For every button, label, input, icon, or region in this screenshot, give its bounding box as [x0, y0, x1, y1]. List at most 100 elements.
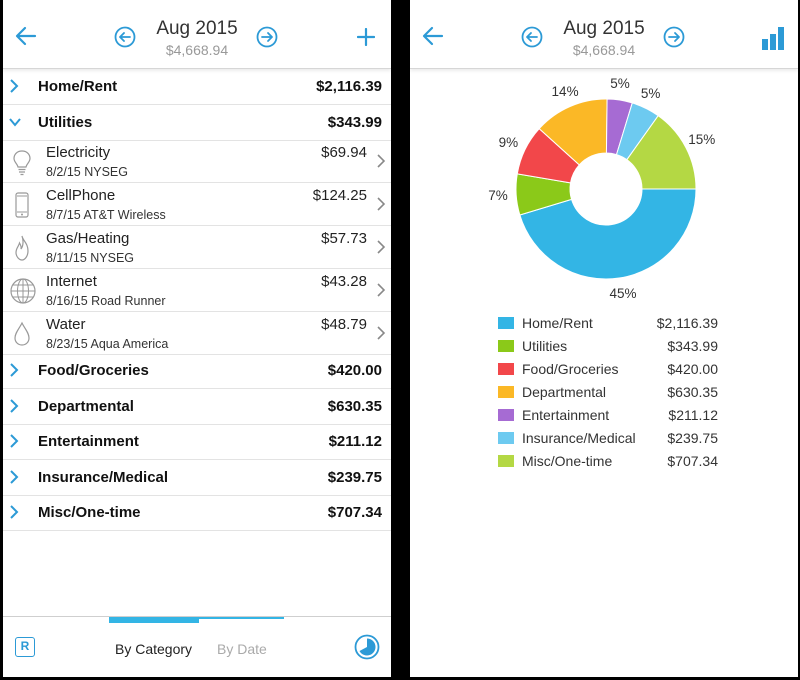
phone-icon	[15, 192, 29, 218]
category-name: Misc/One-time	[38, 504, 141, 521]
category-amount: $420.00	[327, 362, 382, 379]
expense-name: Gas/Heating	[46, 230, 130, 247]
expense-name: Internet	[46, 273, 97, 290]
category-name: Departmental	[38, 398, 134, 415]
active-tab-indicator	[109, 617, 199, 623]
category-row-utilities[interactable]: Utilities $343.99	[3, 105, 391, 141]
add-icon[interactable]	[357, 28, 375, 46]
expense-row-internet[interactable]: Internet 8/16/15 Road Runner $43.28	[3, 269, 391, 312]
app-header: Aug 2015 $4,668.94	[410, 0, 798, 69]
chevron-right-icon	[377, 154, 386, 168]
expense-row-electricity[interactable]: Electricity 8/2/15 NYSEG $69.94	[3, 140, 391, 183]
percent-label: 5%	[640, 85, 661, 101]
percent-label: 9%	[498, 134, 519, 150]
app-header: Aug 2015 $4,668.94	[3, 0, 391, 69]
legend-item: Entertainment $211.12	[498, 405, 718, 427]
legend-label: Insurance/Medical	[522, 430, 636, 446]
water-drop-icon	[14, 321, 30, 346]
legend-amount: $420.00	[667, 361, 718, 377]
legend-item: Departmental $630.35	[498, 382, 718, 404]
chevron-right-icon	[377, 197, 386, 211]
expense-meta: 8/2/15 NYSEG	[46, 165, 128, 179]
legend-swatch	[498, 409, 514, 421]
pie-chart-icon[interactable]	[354, 634, 380, 660]
chevron-right-icon	[377, 326, 386, 340]
legend-item: Insurance/Medical $239.75	[498, 428, 718, 450]
expense-amount: $43.28	[321, 273, 367, 290]
expense-name: Electricity	[46, 144, 111, 161]
legend-swatch	[498, 317, 514, 329]
chevron-right-icon	[10, 505, 19, 519]
pie-slice-home-rent[interactable]	[519, 188, 697, 280]
percent-label: 15%	[688, 132, 716, 148]
category-name: Home/Rent	[38, 78, 118, 95]
chevron-right-icon	[10, 470, 19, 484]
tab-by-category[interactable]: By Category	[115, 641, 193, 657]
category-amount: $630.35	[327, 398, 382, 415]
legend-label: Entertainment	[522, 407, 610, 423]
expense-row-cellphone[interactable]: CellPhone 8/7/15 AT&T Wireless $124.25	[3, 183, 391, 226]
tab-by-date[interactable]: By Date	[217, 641, 267, 657]
category-amount: $707.34	[327, 504, 382, 521]
previous-month-icon[interactable]	[114, 26, 136, 48]
tab-indicator-track	[199, 617, 284, 619]
legend-label: Home/Rent	[522, 315, 593, 331]
category-list-screen: Aug 2015 $4,668.94 Home/Rent $2,116.39 U…	[3, 0, 391, 677]
percent-label: 5%	[610, 76, 630, 92]
chevron-down-icon	[9, 118, 21, 127]
pie-slice-misc-one-time[interactable]	[626, 114, 697, 190]
back-arrow-icon[interactable]	[422, 26, 444, 46]
expense-row-water[interactable]: Water 8/23/15 Aqua America $48.79	[3, 312, 391, 355]
legend-amount: $211.12	[668, 407, 718, 423]
legend-item: Utilities $343.99	[498, 336, 718, 358]
legend-swatch	[498, 455, 514, 467]
bar-chart-icon[interactable]	[761, 25, 787, 51]
legend-item: Home/Rent $2,116.39	[498, 313, 718, 335]
expense-meta: 8/11/15 NYSEG	[46, 251, 135, 265]
recurring-button[interactable]: R	[15, 637, 35, 657]
expense-meta: 8/23/15 Aqua America	[46, 337, 169, 351]
percent-label: 45%	[609, 285, 637, 301]
legend-amount: $343.99	[667, 338, 718, 354]
chevron-right-icon	[10, 399, 19, 413]
chevron-right-icon	[377, 283, 386, 297]
category-row-entertainment[interactable]: Entertainment $211.12	[3, 424, 391, 460]
legend-label: Misc/One-time	[522, 453, 613, 469]
expense-name: CellPhone	[46, 187, 116, 204]
category-row-food-groceries[interactable]: Food/Groceries $420.00	[3, 353, 391, 389]
next-month-icon[interactable]	[256, 26, 278, 48]
month-total: $4,668.94	[165, 42, 229, 58]
month-total: $4,668.94	[572, 42, 636, 58]
bottom-bar: R By Category By Date	[3, 616, 391, 677]
legend-label: Food/Groceries	[522, 361, 619, 377]
expense-amount: $124.25	[312, 187, 367, 204]
legend-swatch	[498, 340, 514, 352]
category-amount: $211.12	[328, 433, 382, 450]
category-name: Food/Groceries	[38, 362, 149, 379]
legend-amount: $630.35	[667, 384, 718, 400]
chevron-right-icon	[10, 363, 19, 377]
lightbulb-icon	[13, 150, 31, 176]
globe-icon	[10, 278, 36, 304]
next-month-icon[interactable]	[663, 26, 685, 48]
expense-name: Water	[46, 316, 86, 333]
legend-swatch	[498, 432, 514, 444]
back-arrow-icon[interactable]	[15, 26, 37, 46]
category-row-misc-one-time[interactable]: Misc/One-time $707.34	[3, 495, 391, 531]
expense-row-gas-heating[interactable]: Gas/Heating 8/11/15 NYSEG $57.73	[3, 226, 391, 269]
chart-screen: Aug 2015 $4,668.94 45% 7% 9% 14% 5% 5% 15% Hom…	[410, 0, 798, 677]
category-row-insurance-medical[interactable]: Insurance/Medical $239.75	[3, 460, 391, 496]
legend-amount: $707.34	[667, 453, 718, 469]
category-row-departmental[interactable]: Departmental $630.35	[3, 389, 391, 425]
previous-month-icon[interactable]	[521, 26, 543, 48]
donut-chart	[515, 98, 697, 280]
category-amount: $343.99	[327, 114, 382, 131]
category-amount: $239.75	[327, 469, 382, 486]
legend-swatch	[498, 386, 514, 398]
legend-item: Food/Groceries $420.00	[498, 359, 718, 381]
legend-label: Utilities	[522, 338, 568, 354]
category-row-home-rent[interactable]: Home/Rent $2,116.39	[3, 69, 391, 105]
chevron-right-icon	[10, 434, 19, 448]
month-title: Aug 2015	[563, 18, 645, 39]
legend-label: Departmental	[522, 384, 607, 400]
